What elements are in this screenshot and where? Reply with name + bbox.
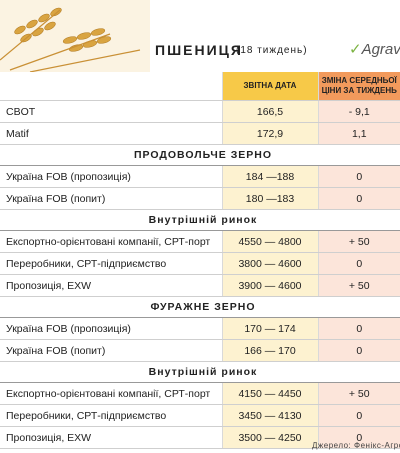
- subtitle: (18 тиждень): [236, 45, 308, 56]
- table-row: Україна FOB (попит) 166 — 170 0: [0, 339, 400, 362]
- cell: + 50: [317, 230, 400, 253]
- table-row: Внутрішній ринок: [0, 361, 400, 383]
- cell: 166 — 170: [221, 339, 318, 362]
- table-row: Україна FOB (попит) 180 —183 0: [0, 187, 400, 210]
- row-label: Matif: [0, 122, 222, 145]
- table-row: Україна FOB (пропозиція) 184 —188 0: [0, 165, 400, 188]
- cell: 3450 — 4130: [221, 404, 318, 427]
- cell: 3800 — 4600: [221, 252, 318, 275]
- logo: ✓Agraver: [349, 40, 400, 58]
- cell: 3500 — 4250: [221, 426, 318, 449]
- header-cell: ЗВІТНА ДАТА: [221, 72, 318, 101]
- section-header: Внутрішній ринок: [0, 209, 400, 231]
- table-row: Експортно-орієнтовані компанії, СРТ-порт…: [0, 230, 400, 253]
- price-table: ЗВІТНА ДАТА ЗМІНА СЕРЕДНЬОЇ ЦІНИ ЗА ТИЖД…: [0, 72, 400, 449]
- table-row: CBOT 166,5- 9,1: [0, 100, 400, 123]
- row-label: Переробники, СРТ-підприємство: [0, 252, 222, 275]
- cell: 170 — 174: [221, 317, 318, 340]
- cell: 0: [317, 252, 400, 275]
- table-row: Переробники, СРТ-підприємство 3800 — 4600…: [0, 252, 400, 275]
- cell: 1,1: [317, 122, 400, 145]
- table-row: ПРОДОВОЛЬЧЕ ЗЕРНО: [0, 144, 400, 166]
- cell: 4550 — 4800: [221, 230, 318, 253]
- row-label: Пропозиція, EXW: [0, 426, 222, 449]
- table-row: Пропозиція, EXW 3500 — 4250 0: [0, 426, 400, 449]
- row-label: Експортно-орієнтовані компанії, СРТ-порт: [0, 382, 222, 405]
- table-row: Пропозиція, EXW 3900 — 4600 + 50: [0, 274, 400, 297]
- table-row: Внутрішній ринок: [0, 209, 400, 231]
- row-label: Пропозиція, EXW: [0, 274, 222, 297]
- cell: - 9,1: [317, 100, 400, 123]
- row-label: Україна FOB (пропозиція): [0, 317, 222, 340]
- table-row: ФУРАЖНЕ ЗЕРНО: [0, 296, 400, 318]
- cell: 166,5: [221, 100, 318, 123]
- cell: + 50: [317, 382, 400, 405]
- table-row: Переробники, СРТ-підприємство 3450 — 4130…: [0, 404, 400, 427]
- cell: 3900 — 4600: [221, 274, 318, 297]
- row-label: Україна FOB (попит): [0, 339, 222, 362]
- section-header: ПРОДОВОЛЬЧЕ ЗЕРНО: [0, 144, 400, 166]
- header-cell: ЗМІНА СЕРЕДНЬОЇ ЦІНИ ЗА ТИЖДЕНЬ: [317, 72, 400, 101]
- table-row: Matif 172,9 1,1: [0, 122, 400, 145]
- cell: 172,9: [221, 122, 318, 145]
- row-label: Експортно-орієнтовані компанії, СРТ-порт: [0, 230, 222, 253]
- row-label: Україна FOB (пропозиція): [0, 165, 222, 188]
- header-cell: [0, 72, 222, 101]
- source: Джерело: Фенікс-Агро: [312, 441, 400, 450]
- cell: 0: [317, 317, 400, 340]
- cell: 0: [317, 187, 400, 210]
- cell: 0: [317, 426, 400, 449]
- row-label: Україна FOB (попит): [0, 187, 222, 210]
- cell: 180 —183: [221, 187, 318, 210]
- section-header: ФУРАЖНЕ ЗЕРНО: [0, 296, 400, 318]
- cell: 0: [317, 165, 400, 188]
- table-body: ЗВІТНА ДАТА ЗМІНА СЕРЕДНЬОЇ ЦІНИ ЗА ТИЖД…: [0, 72, 400, 449]
- row-label: CBOT: [0, 100, 222, 123]
- row-label: Переробники, СРТ-підприємство: [0, 404, 222, 427]
- cell: 184 —188: [221, 165, 318, 188]
- cell: 4150 — 4450: [221, 382, 318, 405]
- logo-text: Agraver: [361, 41, 400, 58]
- section-header: Внутрішній ринок: [0, 361, 400, 383]
- header-row: ЗВІТНА ДАТА ЗМІНА СЕРЕДНЬОЇ ЦІНИ ЗА ТИЖД…: [0, 72, 400, 101]
- title: ПШЕНИЦЯ: [155, 42, 243, 58]
- table-row: Експортно-орієнтовані компанії, СРТ-порт…: [0, 382, 400, 405]
- cell: 0: [317, 404, 400, 427]
- table-row: Україна FOB (пропозиція) 170 — 174 0: [0, 317, 400, 340]
- cell: 0: [317, 339, 400, 362]
- header: ПШЕНИЦЯ (18 тиждень) ✓Agraver: [0, 0, 400, 72]
- wheat-image: [0, 0, 150, 72]
- cell: + 50: [317, 274, 400, 297]
